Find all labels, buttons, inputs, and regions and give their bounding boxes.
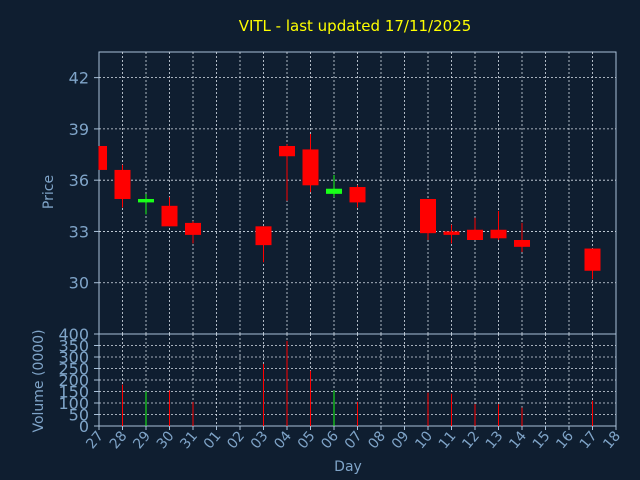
x-tick-label: 14 [506, 428, 530, 452]
x-tick-label: 06 [318, 428, 342, 452]
volume-tick-label: 50 [69, 406, 89, 425]
price-tick-label: 39 [69, 120, 89, 139]
candle-body [255, 226, 272, 246]
x-axis-label: Day [334, 459, 362, 475]
x-tick-label: 15 [530, 428, 554, 452]
x-tick-label: 05 [295, 428, 319, 452]
candle-body [443, 231, 460, 235]
x-tick-label: 01 [201, 428, 225, 452]
x-tick-label: 16 [553, 428, 577, 452]
candle-body [349, 187, 366, 203]
x-tick-label: 18 [600, 428, 624, 452]
y-axis-label-price: Price [41, 175, 57, 209]
x-tick-label: 07 [342, 428, 366, 452]
price-tick-label: 33 [69, 222, 89, 241]
candle-body [114, 169, 131, 199]
x-tick-label: 02 [224, 428, 248, 452]
x-tick-label: 09 [389, 428, 413, 452]
x-tick-label: 03 [248, 428, 272, 452]
x-tick-label: 12 [459, 428, 483, 452]
candle-body [490, 229, 507, 239]
x-tick-label: 29 [130, 428, 154, 452]
x-tick-label: 28 [107, 428, 131, 452]
candle-body [138, 198, 154, 203]
candle-body [185, 222, 201, 235]
volume-tick-label: 350 [58, 337, 89, 356]
candle-body [99, 146, 107, 170]
candle-body [161, 205, 178, 227]
price-tick-label: 36 [69, 171, 89, 190]
volume-tick-label: 150 [58, 383, 89, 402]
volume-tick-label: 400 [58, 325, 89, 344]
candle-body [514, 240, 530, 247]
price-tick-label: 30 [69, 274, 89, 293]
candle-body [584, 248, 601, 271]
candle-body [302, 149, 319, 186]
volume-tick-label: 0 [79, 417, 89, 436]
volume-tick-label: 250 [58, 360, 89, 379]
candle-body [279, 146, 295, 157]
volume-tick-label: 200 [58, 371, 89, 390]
x-tick-label: 13 [483, 428, 507, 452]
x-tick-label: 30 [154, 428, 178, 452]
volume-tick-label: 100 [58, 394, 89, 413]
price-tick-label: 42 [69, 69, 89, 88]
volume-tick-label: 300 [58, 348, 89, 367]
x-tick-label: 04 [271, 428, 295, 452]
x-tick-label: 11 [436, 428, 460, 452]
candle-body [420, 198, 436, 234]
candle-body [326, 188, 342, 194]
y-axis-label-volume: Volume (0000) [31, 329, 47, 432]
x-tick-label: 31 [177, 428, 201, 452]
chart-title: VITL - last updated 17/11/2025 [239, 17, 472, 35]
x-tick-label: 08 [365, 428, 389, 452]
x-tick-label: 17 [577, 428, 601, 452]
x-tick-label: 10 [412, 428, 436, 452]
candle-body [467, 229, 483, 240]
